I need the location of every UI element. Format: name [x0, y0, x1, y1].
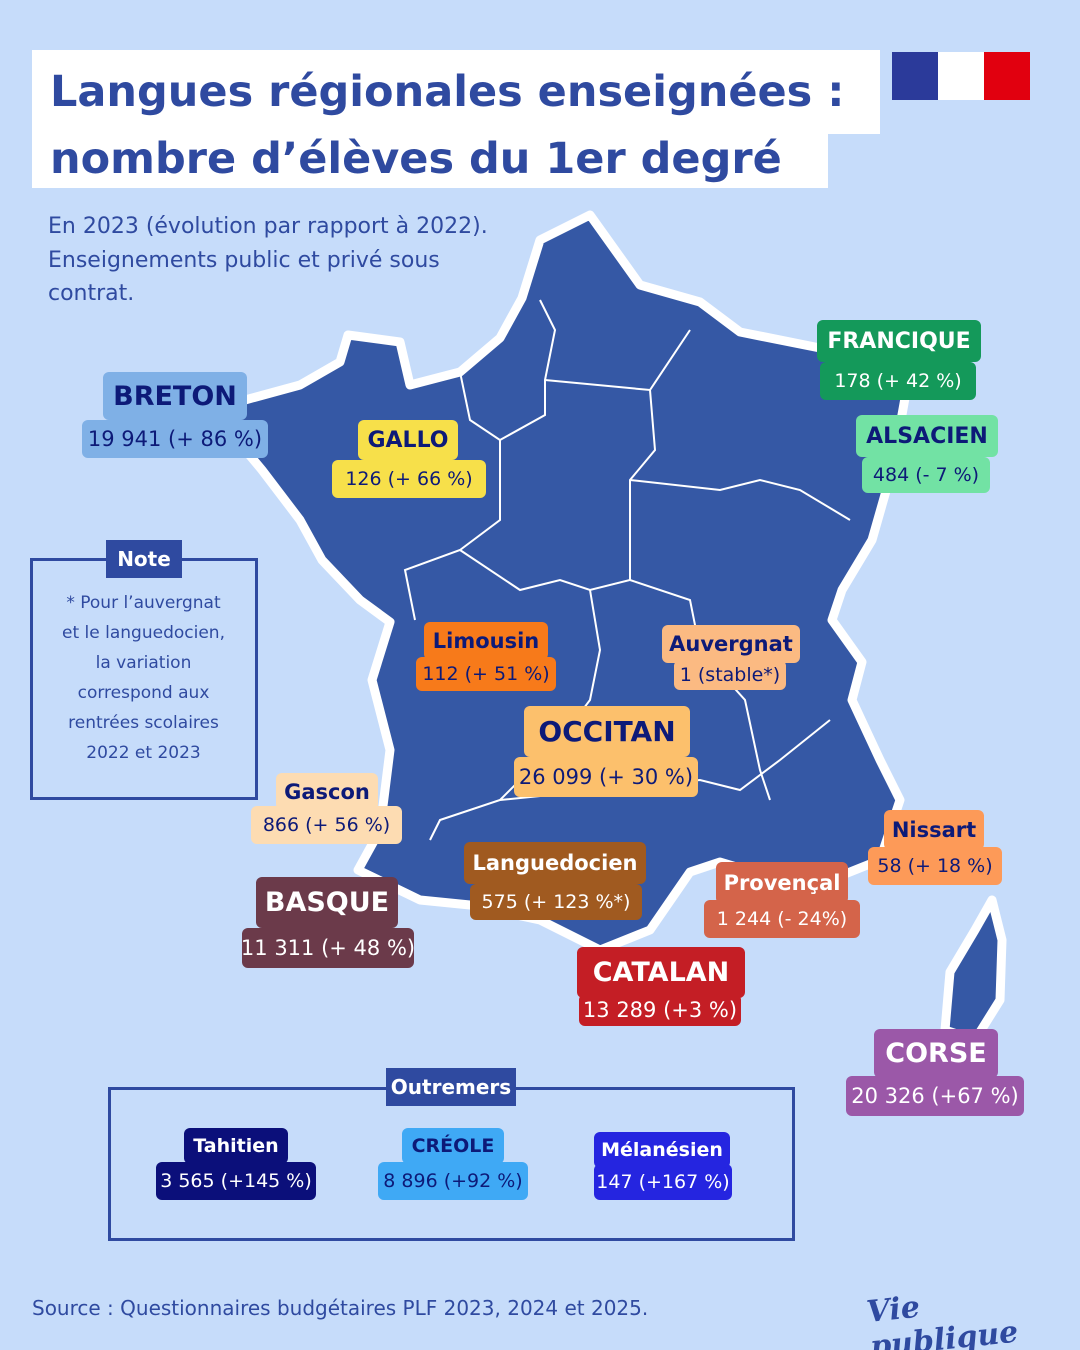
label-stat: 484 (- 7 %): [862, 457, 990, 493]
border: [459, 389, 657, 592]
label-stat: 178 (+ 42 %): [820, 362, 976, 400]
label-name: CORSE: [874, 1029, 998, 1078]
label-stat: 19 941 (+ 86 %): [82, 420, 268, 458]
border: [629, 478, 851, 521]
note-line: rentrées scolaires: [68, 713, 219, 733]
note-line: * Pour l’auvergnat: [66, 593, 221, 613]
label-stat: 575 (+ 123 %*): [470, 884, 642, 920]
label-stat: 1 244 (- 24%): [704, 900, 860, 938]
label-stat: 866 (+ 56 %): [251, 806, 402, 844]
border: [403, 371, 501, 621]
label-name: GALLO: [358, 420, 458, 460]
label-name: OCCITAN: [524, 706, 690, 757]
label-stat: 13 289 (+3 %): [579, 994, 741, 1026]
france-mainland: [217, 210, 910, 955]
label-name: Mélanésien: [594, 1132, 730, 1168]
note-line: et le languedocien,: [62, 623, 225, 643]
note-line: la variation: [95, 653, 192, 673]
label-name: Provençal: [716, 862, 848, 904]
label-name: ALSACIEN: [856, 415, 998, 457]
label-name: Nissart: [884, 810, 984, 850]
subtitle: Enseignements public et privé sous: [48, 248, 440, 273]
label-name: Tahitien: [184, 1128, 288, 1164]
label-name: Languedocien: [464, 842, 646, 884]
label-name: Limousin: [424, 622, 548, 660]
region-borders: [403, 299, 851, 841]
label-name: CRÉOLE: [402, 1128, 504, 1164]
source: Source : Questionnaires budgétaires PLF …: [32, 1296, 649, 1320]
label-name: Gascon: [276, 773, 378, 810]
outremers-title: Outremers: [386, 1068, 516, 1106]
note-line: correspond aux: [77, 683, 210, 703]
label-name: BRETON: [103, 372, 247, 420]
label-stat: 20 326 (+67 %): [846, 1076, 1024, 1116]
label-stat: 1 (stable*): [674, 660, 786, 690]
subtitle: contrat.: [48, 281, 135, 306]
flag-blue: [892, 52, 938, 100]
label-name: FRANCIQUE: [817, 320, 981, 362]
label-stat: 3 565 (+145 %): [156, 1162, 316, 1200]
label-stat: 58 (+ 18 %): [868, 847, 1002, 885]
label-stat: 8 896 (+92 %): [378, 1162, 528, 1200]
note-title: Note: [106, 540, 182, 578]
corsica: [940, 895, 1007, 1045]
label-stat: 112 (+ 51 %): [416, 657, 556, 691]
subtitle: En 2023 (évolution par rapport à 2022).: [48, 214, 488, 239]
note-line: 2022 et 2023: [86, 743, 201, 763]
label-name: BASQUE: [256, 877, 398, 928]
flag-red: [984, 52, 1030, 100]
label-stat: 11 311 (+ 48 %): [241, 928, 415, 968]
title-line: nombre d’élèves du 1er degré: [32, 130, 828, 188]
label-name: Auvergnat: [662, 625, 800, 663]
flag-white: [938, 52, 984, 100]
label-stat: 147 (+167 %): [594, 1164, 732, 1200]
title-line: Langues régionales enseignées :: [32, 50, 880, 134]
flag: [892, 52, 1030, 100]
label-stat: 26 099 (+ 30 %): [514, 757, 698, 797]
label-name: CATALAN: [577, 947, 745, 998]
label-stat: 126 (+ 66 %): [332, 460, 486, 498]
